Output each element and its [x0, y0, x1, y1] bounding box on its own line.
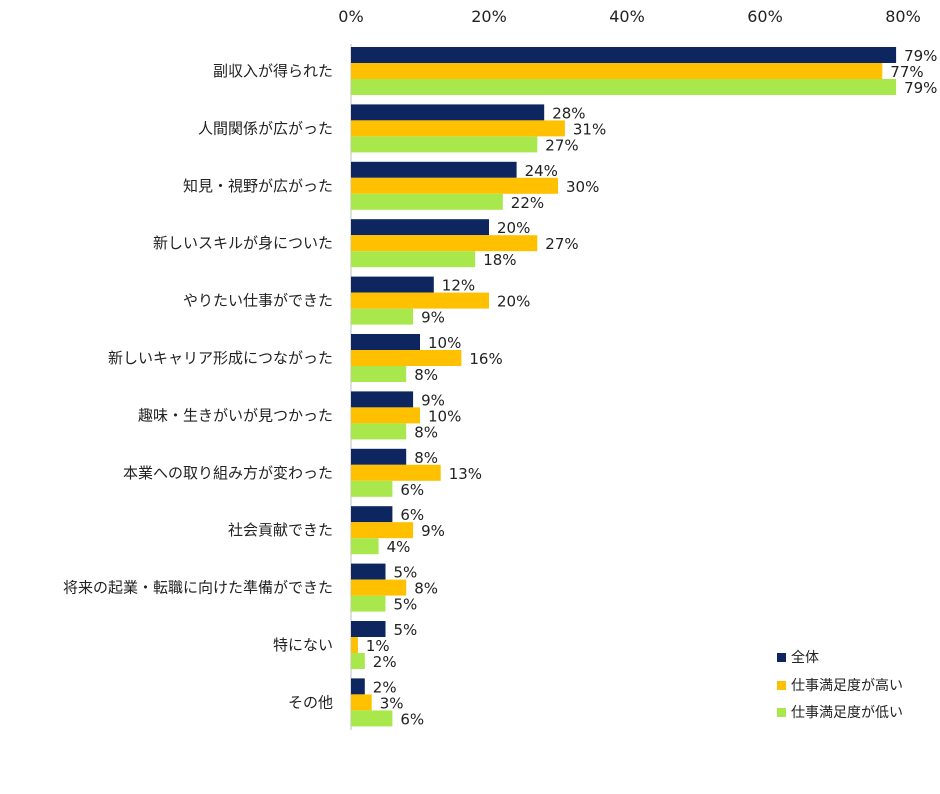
category-label: 人間関係が広がった: [198, 119, 333, 137]
data-label: 79%: [904, 79, 937, 97]
data-label: 27%: [545, 136, 578, 154]
bar: [351, 276, 434, 293]
bar: [351, 423, 407, 440]
bar: [351, 120, 565, 137]
legend-label: 仕事満足度が低い: [791, 705, 903, 721]
data-label: 6%: [400, 506, 424, 524]
category-label: 特にない: [273, 636, 333, 654]
bar: [351, 177, 558, 194]
category-label: やりたい仕事ができた: [183, 292, 333, 310]
bar: [351, 563, 386, 580]
data-label: 9%: [421, 391, 445, 409]
category-label: 知見・視野が広がった: [183, 177, 333, 195]
data-label: 27%: [545, 235, 578, 253]
bar: [351, 161, 517, 178]
data-label: 30%: [566, 178, 599, 196]
legend-swatch: [777, 708, 786, 717]
data-label: 8%: [414, 423, 438, 441]
bar: [351, 308, 414, 325]
category-label: 将来の起業・転職に向けた準備ができた: [63, 579, 333, 597]
category-label: 副収入が得られた: [213, 62, 333, 80]
data-label: 79%: [904, 47, 937, 65]
category-label: その他: [288, 693, 333, 711]
bar: [351, 63, 883, 79]
data-label: 18%: [483, 251, 516, 269]
data-label: 10%: [428, 407, 461, 425]
bar: [351, 710, 393, 727]
data-label: 28%: [552, 104, 585, 122]
legend-label: 仕事満足度が高い: [791, 677, 903, 694]
bar: [351, 694, 372, 711]
bar: [351, 653, 365, 669]
category-label: 新しいスキルが身についた: [153, 234, 333, 252]
category-label: 社会貢献できた: [228, 521, 333, 539]
bar: [351, 506, 393, 523]
data-label: 8%: [414, 366, 438, 384]
bar: [351, 407, 420, 424]
bar: [351, 538, 379, 555]
bar: [351, 292, 489, 309]
x-tick-label: 20%: [471, 7, 507, 26]
data-label: 22%: [511, 194, 544, 212]
category-label: 趣味・生きがいが見つかった: [138, 406, 333, 424]
data-label: 12%: [442, 277, 475, 295]
bar: [351, 219, 489, 236]
data-label: 77%: [890, 63, 923, 81]
x-tick-label: 80%: [885, 7, 921, 26]
data-label: 16%: [469, 350, 502, 368]
legend-swatch: [777, 681, 786, 690]
bar: [351, 47, 897, 63]
x-tick-label: 40%: [609, 7, 645, 26]
data-label: 6%: [400, 481, 424, 499]
category-label: 新しいキャリア形成につながった: [108, 349, 333, 367]
data-label: 9%: [421, 309, 445, 327]
bar: [351, 235, 538, 252]
legend-label: 全体: [791, 649, 819, 666]
data-label: 5%: [394, 596, 418, 614]
bar: [351, 136, 538, 153]
bar: [351, 522, 414, 539]
bar: [351, 637, 358, 653]
bar: [351, 350, 462, 366]
legend-swatch: [777, 653, 786, 662]
bar: [351, 334, 420, 350]
category-label: 本業への取り組み方が変わった: [123, 464, 333, 482]
data-label: 20%: [497, 293, 530, 311]
bar: [351, 79, 897, 95]
bar: [351, 104, 545, 121]
data-label: 5%: [394, 564, 418, 582]
x-tick-label: 0%: [338, 7, 363, 26]
data-label: 8%: [414, 580, 438, 598]
data-label: 5%: [394, 621, 418, 639]
data-label: 6%: [400, 710, 424, 728]
data-label: 1%: [366, 637, 390, 655]
bar: [351, 480, 393, 497]
data-label: 10%: [428, 334, 461, 352]
data-label: 2%: [373, 653, 397, 671]
data-label: 3%: [380, 694, 404, 712]
bar: [351, 366, 407, 382]
data-label: 20%: [497, 219, 530, 237]
bar: [351, 193, 503, 210]
data-label: 24%: [525, 162, 558, 180]
data-label: 4%: [387, 538, 411, 556]
data-label: 13%: [449, 465, 482, 483]
bar: [351, 621, 386, 637]
bar: [351, 678, 365, 695]
bar: [351, 595, 386, 612]
bar: [351, 579, 407, 596]
data-label: 31%: [573, 120, 606, 138]
bar: [351, 448, 407, 465]
bar: [351, 464, 441, 481]
data-label: 8%: [414, 449, 438, 467]
bar: [351, 251, 476, 268]
x-tick-label: 60%: [747, 7, 783, 26]
data-label: 9%: [421, 522, 445, 540]
bar: [351, 391, 414, 408]
data-label: 2%: [373, 678, 397, 696]
